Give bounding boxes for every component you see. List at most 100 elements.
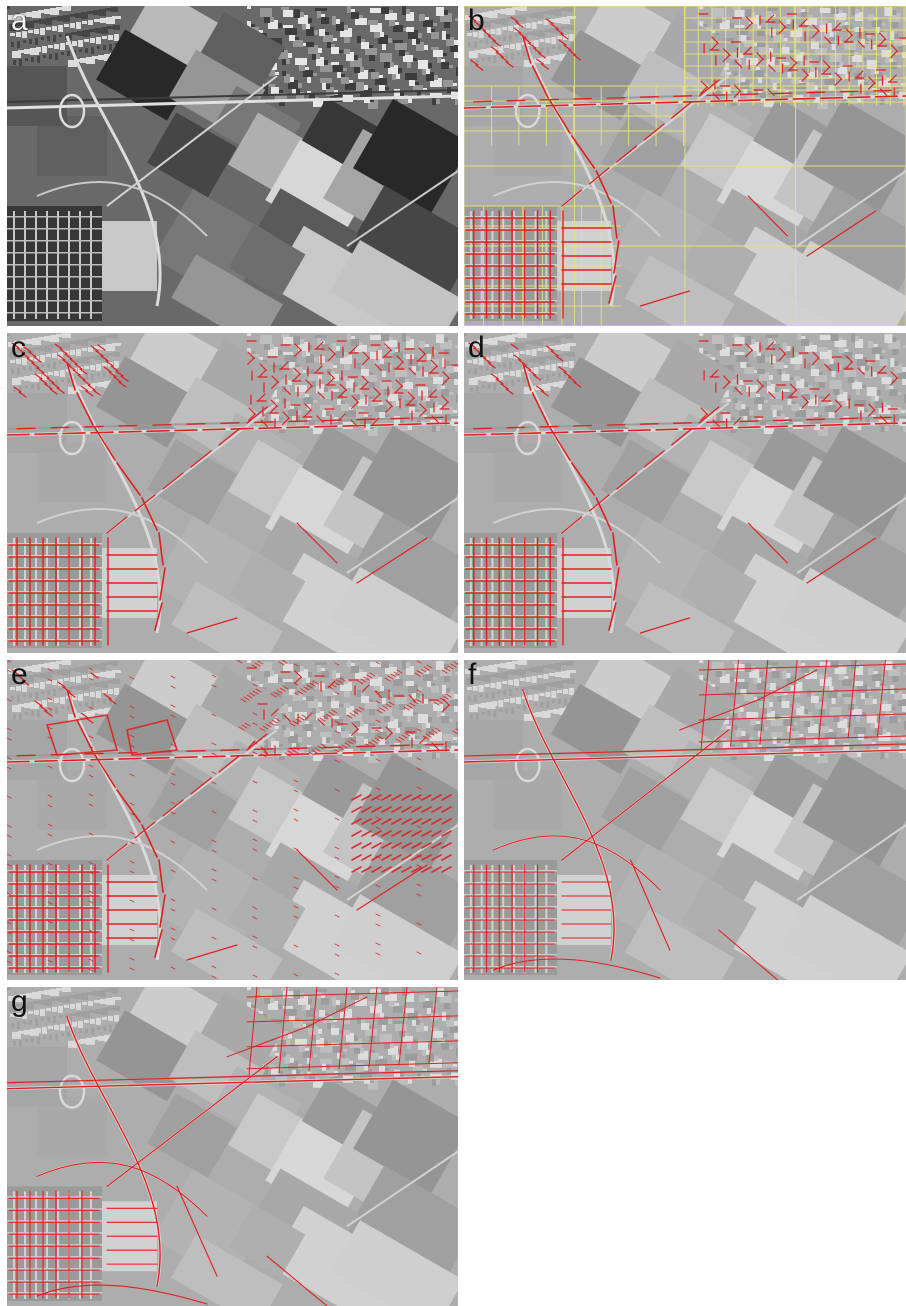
dense-mark	[47, 823, 53, 827]
highway-segment	[314, 425, 338, 428]
urban-segment	[555, 28, 564, 35]
dense-mark	[381, 794, 392, 801]
diagonal-segment	[218, 428, 240, 446]
curve-segment	[76, 719, 94, 753]
dense-mark	[431, 729, 438, 734]
dense-mark	[371, 866, 382, 873]
dense-mark	[375, 787, 381, 791]
dense-mark	[421, 818, 432, 825]
urban-segment	[338, 413, 346, 421]
urban-segment	[878, 365, 887, 373]
diagonal-segment	[616, 145, 638, 163]
dense-mark	[381, 842, 392, 849]
dense-mark	[298, 716, 305, 721]
curve-segment	[159, 567, 166, 601]
urban-segment	[550, 23, 559, 30]
field-parcel	[171, 254, 283, 326]
urban-segment	[247, 351, 255, 359]
urban-segment	[532, 47, 542, 54]
urban-segment	[778, 20, 787, 28]
dense-mark	[293, 692, 299, 696]
curve-segment	[571, 135, 596, 169]
highway-segment	[62, 432, 86, 435]
highway-segment	[545, 104, 569, 107]
highway-segment	[539, 98, 559, 101]
dense-mark	[170, 675, 176, 679]
urban-segment	[545, 18, 554, 25]
dense-mark	[129, 744, 135, 748]
highway-segment	[220, 422, 240, 424]
panel-image	[464, 660, 906, 980]
highway-segment	[390, 744, 410, 747]
urban-segment	[568, 49, 577, 56]
urban-street	[226, 996, 368, 1058]
dense-mark	[375, 690, 381, 694]
dense-mark	[425, 733, 432, 738]
road-network-overlay	[464, 660, 906, 980]
urban-segment	[430, 359, 438, 367]
urban-segment	[350, 419, 358, 427]
dense-mark	[346, 714, 353, 719]
field-parcels	[464, 6, 906, 326]
highway-segment	[792, 424, 816, 427]
dense-mark	[421, 854, 432, 861]
highway-line	[7, 1076, 458, 1090]
dense-mark	[393, 671, 400, 676]
field-parcel	[147, 112, 237, 198]
field-parcel	[330, 240, 458, 326]
urban-segment	[407, 397, 415, 405]
field-parcel	[147, 1092, 237, 1179]
highway-segment	[118, 757, 142, 760]
dense-mark	[434, 727, 441, 732]
urban-segment	[767, 88, 775, 96]
dense-mark	[361, 854, 372, 861]
dense-mark	[7, 921, 12, 925]
dense-mark	[293, 973, 299, 977]
urban-street	[246, 1040, 458, 1048]
line-segment-overlay	[7, 340, 458, 646]
dense-mark	[129, 928, 135, 932]
urban-segment	[811, 357, 820, 365]
highway-segment	[16, 427, 36, 430]
dense-mark	[211, 674, 217, 678]
urban-segment	[46, 377, 55, 384]
urban-street	[246, 1015, 458, 1023]
urban-segment	[54, 343, 63, 350]
dense-mark	[170, 927, 176, 931]
dense-mark	[334, 875, 340, 879]
dense-mark	[416, 922, 422, 926]
diagonal-segment	[218, 755, 240, 773]
highway-segment	[288, 420, 308, 423]
dense-mark	[433, 701, 440, 706]
diagonal-segment	[246, 406, 268, 424]
panel-label-a: a	[11, 6, 28, 37]
urban-segment	[478, 25, 487, 32]
field-parcel	[199, 665, 285, 745]
dense-mark	[297, 690, 304, 695]
dense-mark	[334, 788, 340, 792]
dense-mark	[455, 728, 458, 731]
curve-segment	[612, 205, 618, 239]
dense-mark	[334, 943, 340, 947]
urban-segment	[49, 388, 58, 395]
urban-segment	[85, 390, 94, 397]
dense-mark	[252, 838, 258, 842]
diagonal-segment	[561, 189, 583, 207]
panel-image	[7, 333, 458, 653]
urban-segment	[385, 399, 393, 407]
field-parcel	[716, 466, 824, 570]
field-parcels	[7, 6, 458, 326]
urban-segment	[72, 369, 81, 376]
dense-mark	[391, 842, 402, 849]
highway-segment	[806, 418, 826, 421]
urban-segment	[745, 16, 754, 24]
dense-mark	[47, 804, 53, 808]
dense-mark	[211, 752, 217, 756]
highway-segment	[258, 426, 282, 430]
highway-segment	[627, 102, 652, 105]
dense-mark	[293, 905, 299, 909]
dense-mark	[47, 765, 53, 769]
urban-segment	[282, 417, 290, 425]
dense-mark	[7, 727, 12, 731]
urban-segment	[57, 681, 66, 688]
